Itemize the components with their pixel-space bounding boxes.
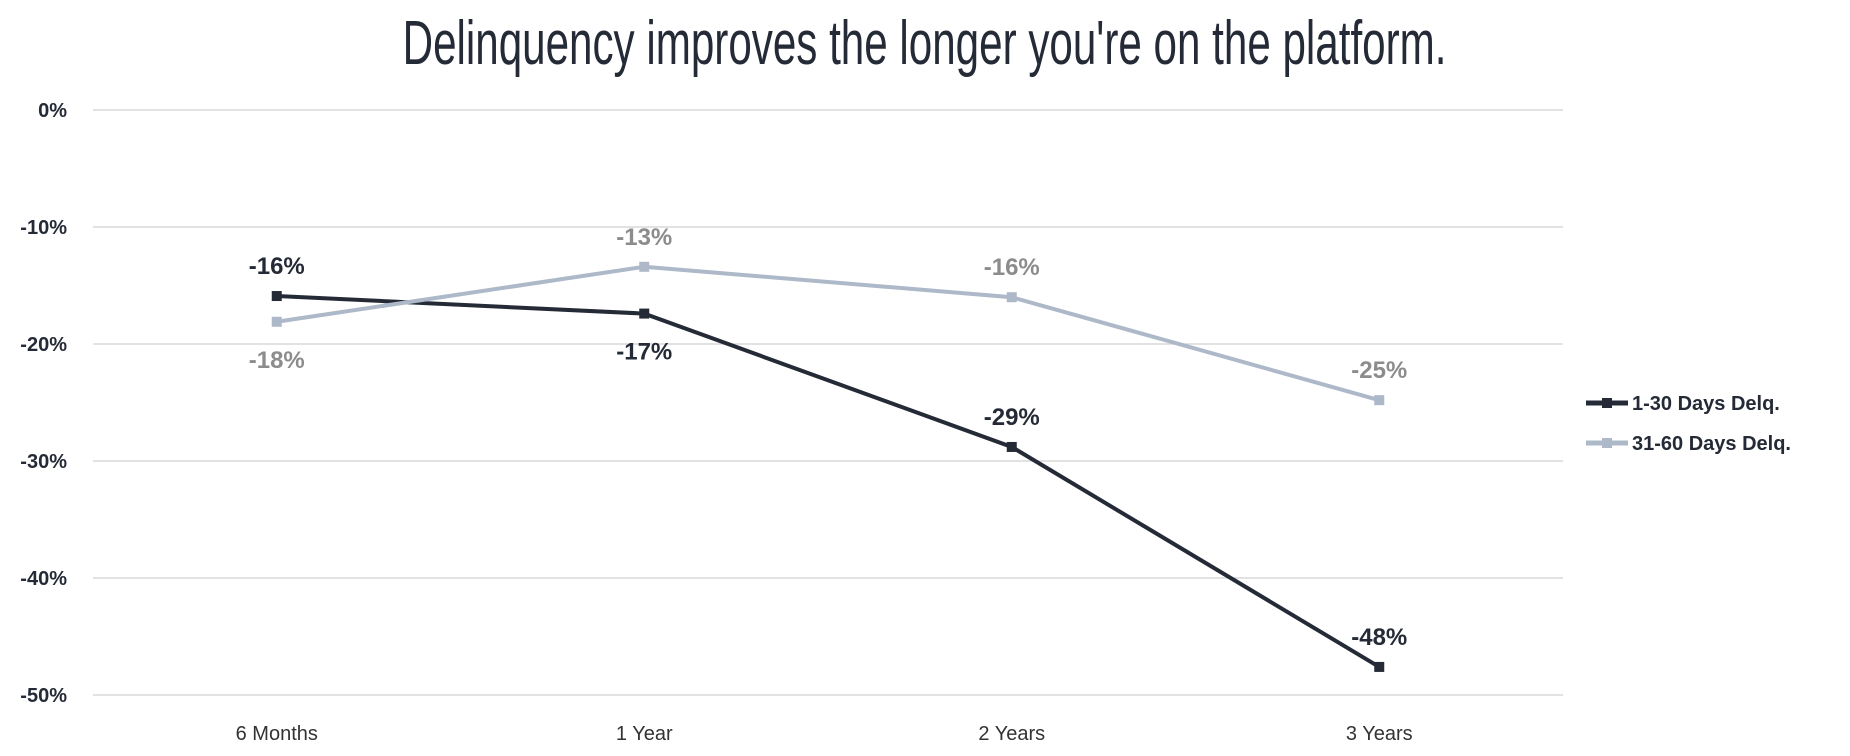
y-tick-label: -50% (20, 685, 67, 707)
data-label: -13% (616, 224, 672, 251)
y-tick-label: -20% (20, 334, 67, 356)
data-point (1006, 292, 1017, 303)
data-label: -25% (1351, 357, 1407, 384)
chart-title-text: Delinquency improves the longer you're o… (403, 9, 1447, 78)
chart-title: Delinquency improves the longer you're o… (0, 8, 1850, 79)
data-label: -17% (616, 339, 672, 366)
x-tick-label: 1 Year (616, 723, 673, 745)
series-line-2 (276, 264, 1380, 403)
data-label: -48% (1351, 624, 1407, 651)
data-point (639, 308, 650, 319)
data-label: -16% (984, 254, 1040, 281)
x-tick-label: 6 Months (236, 723, 318, 745)
y-tick-label: 0% (38, 100, 67, 122)
y-tick-label: -40% (20, 568, 67, 590)
data-point (639, 261, 650, 272)
legend-swatch-marker (1602, 438, 1612, 448)
data-label: -16% (249, 253, 305, 280)
y-tick-label: -10% (20, 217, 67, 239)
x-tick-label: 3 Years (1346, 723, 1413, 745)
legend-label: 31-60 Days Delq. (1632, 433, 1791, 455)
data-point (271, 316, 282, 327)
x-tick-label: 2 Years (978, 723, 1045, 745)
series-line-1 (276, 294, 1381, 669)
data-point (1374, 395, 1385, 406)
data-point (271, 291, 282, 302)
y-tick-label: -30% (20, 451, 67, 473)
legend-label: 1-30 Days Delq. (1632, 393, 1780, 415)
data-label: -18% (249, 347, 305, 374)
data-label: -29% (984, 404, 1040, 431)
legend-swatch-marker (1602, 398, 1612, 408)
data-point (1374, 661, 1385, 672)
data-point (1006, 441, 1017, 452)
